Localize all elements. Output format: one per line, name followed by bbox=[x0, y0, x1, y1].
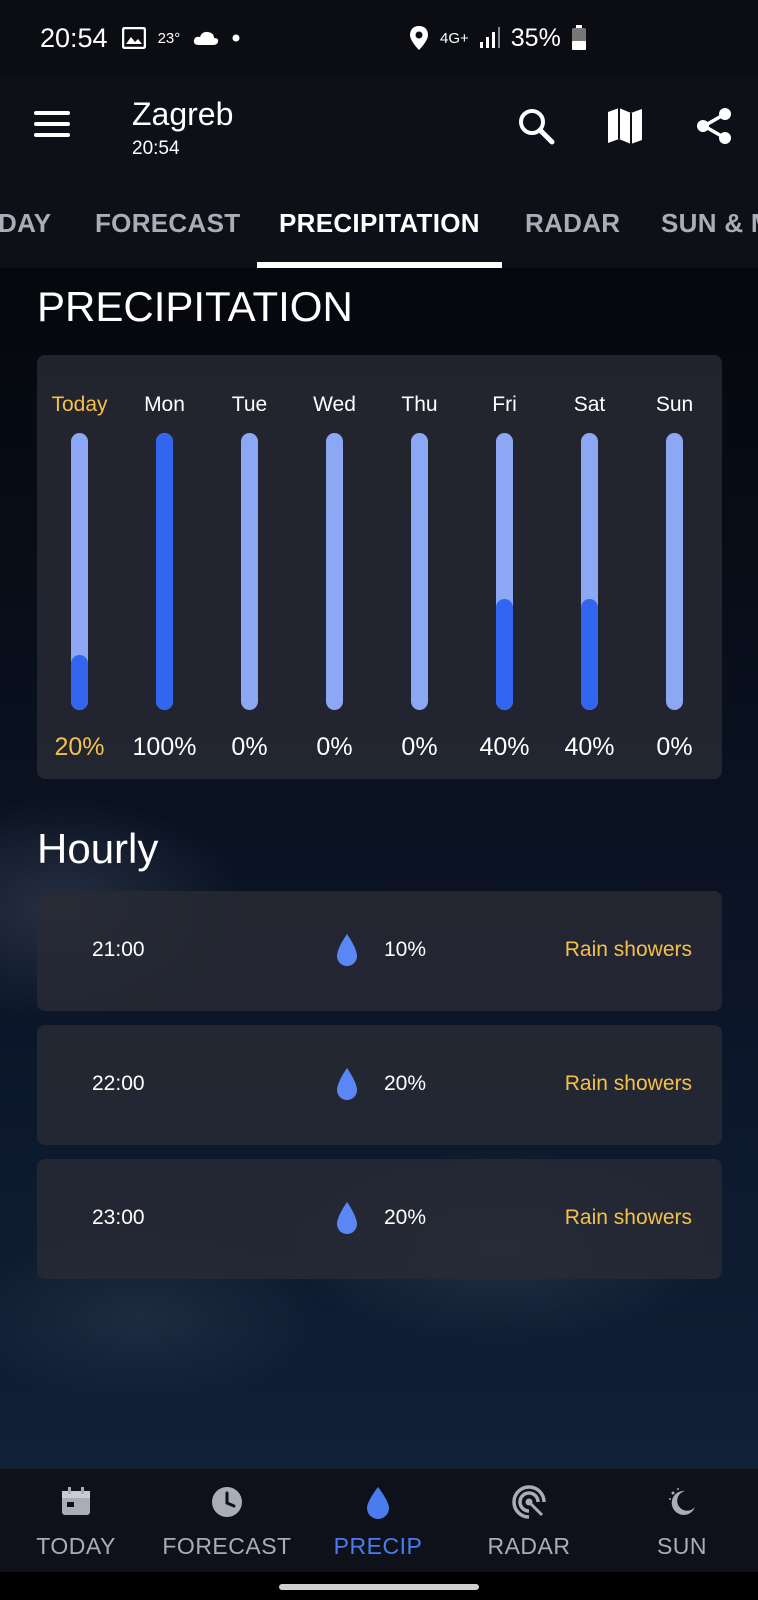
tab-radar[interactable]: RADAR bbox=[525, 208, 621, 238]
location-icon bbox=[410, 26, 428, 50]
precipitation-chart: Today 20% Mon 100% Tue 0% Wed 0% Thu 0% Fri 40% Sat 4… bbox=[37, 355, 722, 779]
day-label: Thu bbox=[401, 393, 438, 416]
day-label: Today bbox=[51, 393, 108, 416]
radar-icon bbox=[512, 1485, 546, 1519]
precip-bar-track bbox=[156, 433, 173, 710]
status-temp: 23° bbox=[157, 29, 181, 47]
nav-radar[interactable]: RADAR bbox=[453, 1469, 605, 1573]
hour-condition: Rain showers bbox=[564, 938, 692, 961]
nav-forecast[interactable]: FORECAST bbox=[151, 1469, 303, 1573]
day-column: Sun 0% bbox=[632, 355, 717, 779]
hour-time: 23:00 bbox=[92, 1206, 145, 1229]
precip-bar-track bbox=[326, 433, 343, 710]
home-gesture-handle[interactable] bbox=[279, 1584, 479, 1590]
menu-icon[interactable] bbox=[34, 111, 70, 141]
map-icon[interactable] bbox=[605, 106, 645, 146]
day-column: Today 20% bbox=[37, 355, 122, 779]
tab-sun-moon[interactable]: SUN & M bbox=[661, 208, 758, 238]
day-label: Sun bbox=[655, 393, 694, 416]
day-label: Sat bbox=[573, 393, 606, 416]
hourly-row[interactable]: 21:00 10% Rain showers bbox=[37, 891, 722, 1011]
section-title: PRECIPITATION bbox=[37, 283, 353, 330]
nav-label: RADAR bbox=[487, 1533, 571, 1559]
search-icon[interactable] bbox=[516, 106, 556, 146]
dot-icon bbox=[232, 34, 240, 42]
nav-precip[interactable]: PRECIP bbox=[302, 1469, 454, 1573]
precip-bar bbox=[156, 433, 173, 710]
calendar-icon bbox=[62, 1487, 90, 1515]
day-label: Fri bbox=[492, 393, 517, 416]
image-icon bbox=[121, 27, 146, 49]
hour-condition: Rain showers bbox=[564, 1206, 692, 1229]
tab-forecast[interactable]: FORECAST bbox=[95, 208, 241, 238]
tab-bar: DAY FORECAST PRECIPITATION RADAR SUN & M bbox=[0, 180, 758, 268]
tab-precipitation[interactable]: PRECIPITATION bbox=[279, 208, 480, 238]
precip-value-label: 40% bbox=[564, 733, 615, 761]
precip-value-label: 0% bbox=[401, 733, 438, 761]
day-label: Wed bbox=[313, 393, 356, 416]
precip-bar-track bbox=[411, 433, 428, 710]
nav-label: TODAY bbox=[36, 1533, 116, 1559]
moon-icon bbox=[669, 1488, 695, 1515]
precip-bar bbox=[71, 654, 88, 710]
precip-bar-track bbox=[496, 433, 513, 710]
raindrop-icon bbox=[337, 934, 357, 966]
tab-day[interactable]: DAY bbox=[0, 208, 52, 238]
active-tab-indicator bbox=[257, 262, 502, 268]
day-column: Wed 0% bbox=[292, 355, 377, 779]
raindrop-icon bbox=[337, 1202, 357, 1234]
day-column: Mon 100% bbox=[122, 355, 207, 779]
app-bar: Zagreb 20:54 bbox=[0, 76, 758, 180]
day-column: Fri 40% bbox=[462, 355, 547, 779]
nav-label: FORECAST bbox=[162, 1533, 292, 1559]
gesture-bar-area bbox=[0, 1572, 758, 1600]
hour-precip-pct: 10% bbox=[384, 938, 427, 961]
hourly-title: Hourly bbox=[37, 825, 159, 872]
precip-value-label: 20% bbox=[54, 733, 105, 761]
precip-value-label: 0% bbox=[656, 733, 693, 761]
network-type: 4G+ bbox=[440, 29, 469, 47]
city-time: 20:54 bbox=[132, 138, 180, 159]
precip-bar-track bbox=[71, 433, 88, 710]
share-icon[interactable] bbox=[694, 106, 734, 146]
battery-level: 35% bbox=[510, 23, 561, 52]
status-bar: 20:54 23° 4G+ 35% bbox=[0, 0, 758, 76]
precip-value-label: 0% bbox=[316, 733, 353, 761]
day-column: Tue 0% bbox=[207, 355, 292, 779]
hourly-row[interactable]: 22:00 20% Rain showers bbox=[37, 1025, 722, 1145]
precip-value-label: 40% bbox=[479, 733, 530, 761]
day-label: Tue bbox=[231, 393, 268, 416]
hour-precip-pct: 20% bbox=[384, 1072, 427, 1095]
status-time: 20:54 bbox=[40, 22, 108, 53]
nav-label: SUN bbox=[656, 1533, 708, 1559]
hour-time: 21:00 bbox=[92, 938, 145, 961]
precip-bar-track bbox=[241, 433, 258, 710]
precip-value-label: 0% bbox=[231, 733, 268, 761]
city-name: Zagreb bbox=[132, 96, 234, 132]
hour-time: 22:00 bbox=[92, 1072, 145, 1095]
hour-precip-pct: 20% bbox=[384, 1206, 427, 1229]
drop-icon bbox=[367, 1487, 389, 1519]
precip-bar bbox=[581, 599, 598, 710]
precip-value-label: 100% bbox=[132, 733, 197, 761]
hour-condition: Rain showers bbox=[564, 1072, 692, 1095]
raindrop-icon bbox=[337, 1068, 357, 1100]
bottom-nav: TODAY FORECAST PRECIP RADAR SUN bbox=[0, 1468, 758, 1572]
day-label: Mon bbox=[144, 393, 185, 416]
battery-icon bbox=[571, 25, 586, 50]
precip-bar-track bbox=[581, 433, 598, 710]
cloud-icon bbox=[194, 31, 219, 45]
nav-sun[interactable]: SUN bbox=[606, 1469, 758, 1573]
precip-bar bbox=[496, 599, 513, 710]
nav-today[interactable]: TODAY bbox=[0, 1469, 152, 1573]
nav-label: PRECIP bbox=[333, 1533, 423, 1559]
clock-icon bbox=[212, 1487, 242, 1517]
day-column: Sat 40% bbox=[547, 355, 632, 779]
hourly-row[interactable]: 23:00 20% Rain showers bbox=[37, 1159, 722, 1279]
signal-icon bbox=[479, 27, 500, 48]
precip-bar-track bbox=[666, 433, 683, 710]
day-column: Thu 0% bbox=[377, 355, 462, 779]
